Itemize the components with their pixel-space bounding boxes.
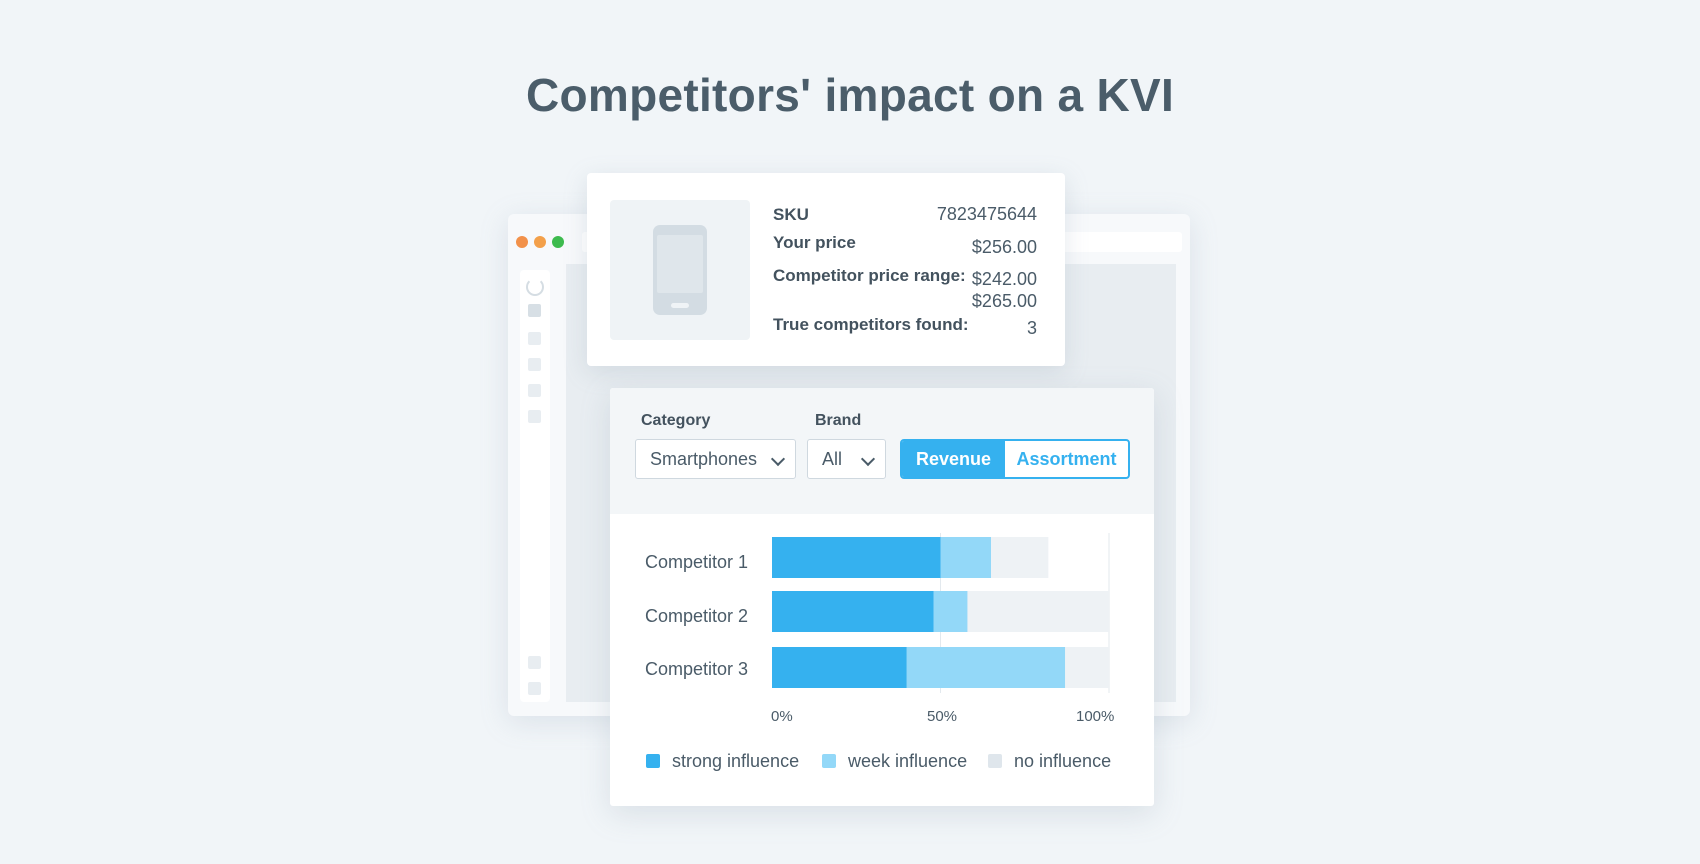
product-card: SKU 7823475644 Your price $256.00 Compet…	[587, 173, 1065, 366]
product-thumbnail	[610, 200, 750, 340]
chart-row-label: Competitor 2	[645, 606, 749, 626]
x-tick-label: 100%	[1076, 708, 1115, 725]
bar-segment-no-influence	[991, 537, 1049, 578]
window-minimize-button[interactable]	[534, 236, 546, 248]
nav-icon[interactable]	[528, 384, 541, 397]
legend-label: week influence	[848, 751, 968, 771]
bar-segment-week-influence	[933, 591, 968, 632]
refresh-icon[interactable]	[526, 278, 544, 296]
dashboard-icon[interactable]	[528, 304, 541, 317]
competitor-range-max: $265.00	[971, 291, 1037, 311]
category-select[interactable]: Smartphones	[635, 439, 796, 479]
sku-value: 7823475644	[936, 204, 1037, 224]
smartphone-icon	[653, 225, 707, 315]
bar-segment-strong-influence	[772, 591, 934, 632]
category-select-value: Smartphones	[650, 449, 758, 469]
x-tick-label: 50%	[927, 708, 958, 725]
revenue-toggle-button[interactable]: Revenue	[902, 441, 1005, 477]
page-title: Competitors' impact on a KVI	[525, 69, 1175, 121]
bar-segment-no-influence	[967, 591, 1109, 632]
bar-segment-strong-influence	[772, 647, 907, 688]
brand-select-value: All	[822, 449, 843, 469]
chart-row-label: Competitor 1	[645, 552, 749, 572]
chart-row-label: Competitor 3	[645, 659, 749, 679]
influence-bar-chart	[772, 533, 1110, 693]
your-price-value: $256.00	[971, 237, 1037, 257]
settings-icon[interactable]	[528, 656, 541, 669]
brand-select[interactable]: All	[807, 439, 886, 479]
sidebar	[520, 270, 550, 702]
true-competitors-label: True competitors found:	[773, 315, 969, 334]
bar-segment-no-influence	[1065, 647, 1109, 688]
nav-icon[interactable]	[528, 410, 541, 423]
legend-label: no influence	[1014, 751, 1112, 771]
nav-icon[interactable]	[528, 358, 541, 371]
help-icon[interactable]	[528, 682, 541, 695]
legend-swatch	[988, 754, 1002, 768]
competitor-range-label: Competitor price range:	[773, 266, 966, 285]
bar-segment-week-influence	[940, 537, 992, 578]
assortment-toggle-button[interactable]: Assortment	[1016, 449, 1117, 469]
legend-label: strong influence	[672, 751, 800, 771]
x-tick-label: 0%	[771, 708, 793, 725]
metric-toggle: Revenue Assortment	[900, 439, 1130, 479]
competitor-range-min: $242.00	[971, 269, 1037, 289]
legend-swatch	[822, 754, 836, 768]
category-label: Category	[641, 412, 711, 429]
bar-segment-strong-influence	[772, 537, 941, 578]
sku-label: SKU	[773, 205, 809, 224]
bar-segment-week-influence	[906, 647, 1066, 688]
nav-icon[interactable]	[528, 332, 541, 345]
brand-label: Brand	[815, 412, 862, 429]
your-price-label: Your price	[773, 233, 856, 252]
competitor-impact-panel: Category Smartphones Brand All Revenue A…	[610, 388, 1154, 806]
true-competitors-value: 3	[1026, 318, 1037, 338]
legend-swatch	[646, 754, 660, 768]
filter-bar: Category Smartphones Brand All Revenue A…	[610, 388, 1154, 514]
window-close-button[interactable]	[516, 236, 528, 248]
window-maximize-button[interactable]	[552, 236, 564, 248]
